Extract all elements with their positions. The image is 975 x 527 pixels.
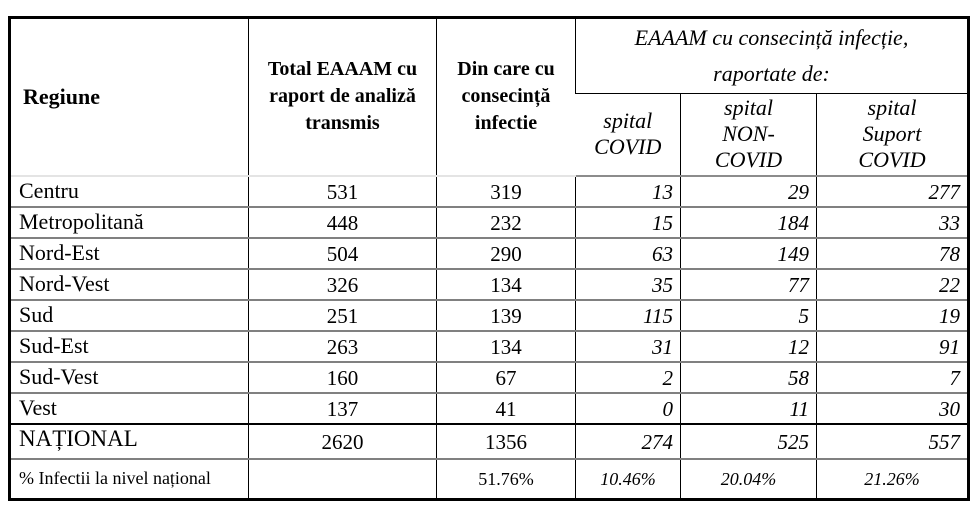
total-cell: 504 — [248, 237, 437, 270]
percent-label: % Infectii la nivel național — [19, 468, 211, 489]
with-infection-cell: 41 — [436, 392, 576, 425]
table-row: Nord-Vest 326 134 35 77 22 — [9, 268, 969, 301]
region-cell: Sud-Vest — [9, 361, 249, 394]
total-cell: 326 — [248, 268, 437, 301]
suport-covid-cell: 91 — [816, 330, 969, 363]
total-cell: 160 — [248, 361, 437, 394]
non-covid-cell: 525 — [680, 423, 817, 460]
suport-covid-cell: 277 — [816, 175, 969, 208]
total-cell: 448 — [248, 206, 437, 239]
total-cell: 263 — [248, 330, 437, 363]
table-row: Sud 251 139 115 5 19 — [9, 299, 969, 332]
region-cell: Sud-Est — [9, 330, 249, 363]
covid-cell: 13 — [575, 175, 681, 208]
covid-cell: 31 — [575, 330, 681, 363]
header-region: Regiune — [9, 17, 249, 177]
suport-covid-cell: 7 — [816, 361, 969, 394]
with-infection-cell: 134 — [436, 268, 576, 301]
region-cell: Nord-Est — [9, 237, 249, 270]
national-total-row: NAȚIONAL 2620 1356 274 525 557 — [9, 423, 969, 460]
non-covid-cell: 58 — [680, 361, 817, 394]
header-row-sub: spital COVID spital NON- COVID spital Su… — [10, 93, 969, 177]
with-infection-cell: 134 — [436, 330, 576, 363]
percent-row: % Infectii la nivel național 51.76% 10.4… — [10, 458, 969, 500]
covid-cell: 2 — [575, 361, 681, 394]
non-covid-cell: 20.04% — [680, 458, 817, 500]
suport-covid-cell: 33 — [816, 206, 969, 239]
covid-cell: 115 — [575, 299, 681, 332]
suport-covid-cell: 30 — [816, 392, 969, 425]
non-covid-cell: 77 — [680, 268, 817, 301]
covid-cell: 15 — [575, 206, 681, 239]
with-infection-cell: 139 — [436, 299, 576, 332]
non-covid-cell: 29 — [680, 175, 817, 208]
table-row: Nord-Est 504 290 63 149 78 — [9, 237, 969, 270]
suport-covid-cell: 22 — [816, 268, 969, 301]
header-reported-by-group: EAAAM cu consecință infecție, raportate … — [575, 17, 969, 94]
suport-covid-cell: 21.26% — [816, 458, 969, 500]
covid-cell: 0 — [575, 392, 681, 425]
table-row: Vest 137 41 0 11 30 — [9, 392, 969, 425]
table-row: Sud-Est 263 134 31 12 91 — [9, 330, 969, 363]
covid-cell: 10.46% — [575, 458, 681, 500]
header-row-main: Regiune Total EAAAM cu raport de analiză… — [9, 17, 969, 177]
suport-covid-cell: 78 — [816, 237, 969, 270]
with-infection-cell: 290 — [436, 237, 576, 270]
suport-covid-cell: 19 — [816, 299, 969, 332]
total-cell: 251 — [248, 299, 437, 332]
with-infection-cell: 232 — [436, 206, 576, 239]
with-infection-cell: 319 — [436, 175, 576, 208]
with-infection-cell: 51.76% — [436, 458, 576, 500]
covid-cell: 35 — [575, 268, 681, 301]
header-with-infection: Din care cu consecință infectie — [436, 17, 576, 177]
covid-cell: 274 — [575, 423, 681, 460]
non-covid-cell: 11 — [680, 392, 817, 425]
total-cell: 531 — [248, 175, 437, 208]
header-spital-covid: spital COVID — [575, 93, 681, 177]
table-row: Centru 531 319 13 29 277 — [9, 175, 969, 208]
table-row: Sud-Vest 160 67 2 58 7 — [9, 361, 969, 394]
header-total-eaaam: Total EAAAM cu raport de analiză transmi… — [248, 17, 437, 177]
infection-report-table: Regiune Total EAAAM cu raport de analiză… — [8, 16, 970, 501]
region-cell: Centru — [9, 175, 249, 208]
with-infection-cell: 67 — [436, 361, 576, 394]
region-cell: Nord-Vest — [9, 268, 249, 301]
total-cell: 2620 — [248, 423, 437, 460]
header-spital-non-covid: spital NON- COVID — [680, 93, 817, 177]
covid-cell: 63 — [575, 237, 681, 270]
region-cell: NAȚIONAL — [9, 423, 249, 460]
non-covid-cell: 184 — [680, 206, 817, 239]
region-cell: Metropolitană — [9, 206, 249, 239]
with-infection-cell: 1356 — [436, 423, 576, 460]
non-covid-cell: 149 — [680, 237, 817, 270]
total-cell: 137 — [248, 392, 437, 425]
total-cell — [248, 458, 437, 500]
region-cell: Sud — [9, 299, 249, 332]
non-covid-cell: 12 — [680, 330, 817, 363]
table-row: Metropolitană 448 232 15 184 33 — [9, 206, 969, 239]
region-cell: Vest — [9, 392, 249, 425]
suport-covid-cell: 557 — [816, 423, 969, 460]
header-spital-suport-covid: spital Suport COVID — [816, 93, 969, 177]
non-covid-cell: 5 — [680, 299, 817, 332]
